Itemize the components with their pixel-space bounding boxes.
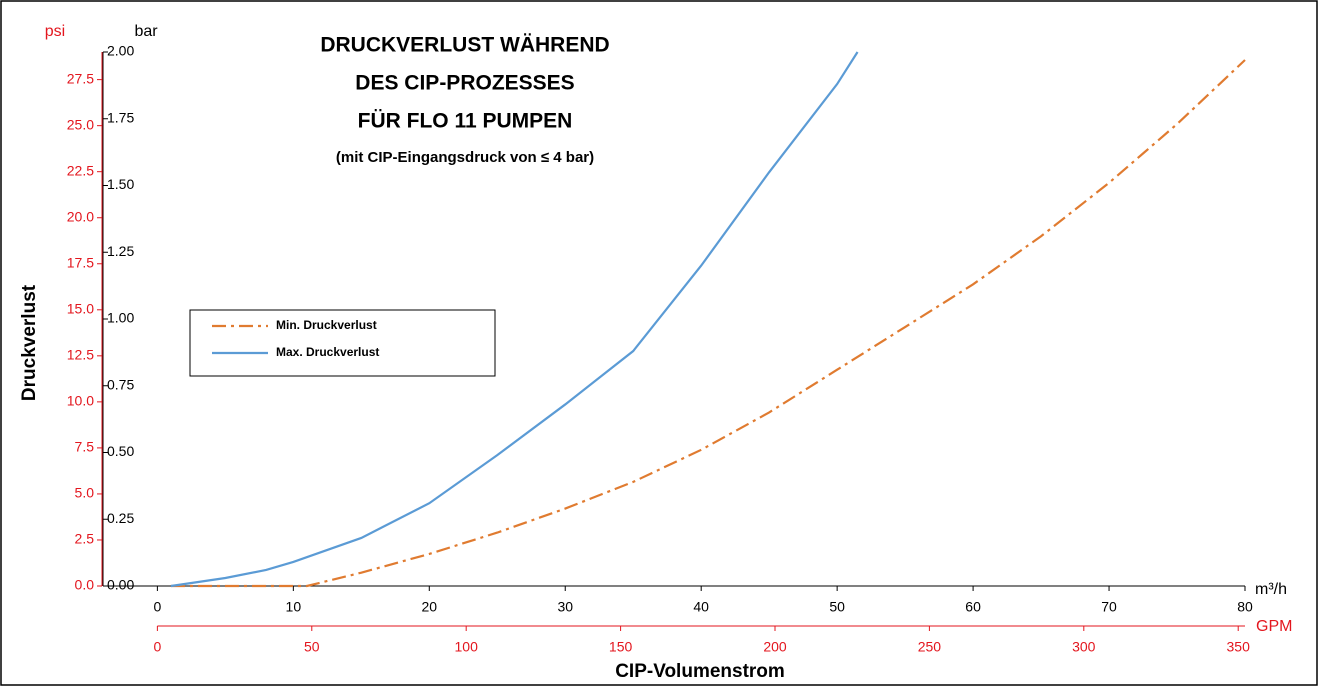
x2-tick-label: 300 xyxy=(1072,639,1096,655)
y-tick-label: 1.25 xyxy=(107,243,134,259)
y-tick-label: 0.75 xyxy=(107,376,134,392)
y2-tick-label: 20.0 xyxy=(67,208,94,224)
line-series xyxy=(170,59,1246,588)
y-tick-label: 0.25 xyxy=(107,510,134,526)
y2-tick-label: 17.5 xyxy=(67,254,94,270)
x-tick-label: 40 xyxy=(693,599,709,615)
chart-title: DRUCKVERLUST WÄHREND xyxy=(320,34,609,57)
y-tick-label: 0.00 xyxy=(107,577,134,593)
legend xyxy=(189,309,496,377)
x-tick-label: 50 xyxy=(829,599,845,615)
y2-tick-label: 22.5 xyxy=(67,162,94,178)
chart-title: FÜR FLO 11 PUMPEN xyxy=(358,110,573,133)
x-tick-label: 80 xyxy=(1237,599,1253,615)
y-tick-label: 1.50 xyxy=(107,176,134,192)
x2-tick-label: 250 xyxy=(918,639,942,655)
x2-unit: GPM xyxy=(1256,618,1292,635)
x2-tick-label: 100 xyxy=(455,639,479,655)
x2-tick-label: 150 xyxy=(609,639,633,655)
x-tick-label: 70 xyxy=(1101,599,1117,615)
x2-tick-label: 350 xyxy=(1227,639,1251,655)
y-tick-label: 2.00 xyxy=(107,43,134,59)
y2-tick-label: 2.5 xyxy=(75,531,95,547)
legend-label: Max. Druckverlust xyxy=(276,345,379,359)
legend-label: Min. Druckverlust xyxy=(276,318,377,332)
x-axis-label: CIP-Volumenstrom xyxy=(615,661,785,682)
x-tick-label: 30 xyxy=(557,599,573,615)
x-tick-label: 60 xyxy=(965,599,981,615)
y-tick-label: 1.75 xyxy=(107,109,134,125)
y2-tick-label: 15.0 xyxy=(67,300,94,316)
x2-tick-label: 50 xyxy=(304,639,320,655)
y-axis-label: Druckverlust xyxy=(19,284,40,401)
y2-tick-label: 5.0 xyxy=(75,485,95,501)
chart-subtitle: (mit CIP-Eingangsdruck von ≤ 4 bar) xyxy=(336,149,594,166)
y2-tick-label: 0.0 xyxy=(75,577,95,593)
x2-tick-label: 0 xyxy=(153,639,161,655)
line-series xyxy=(170,51,859,588)
y2-tick-label: 12.5 xyxy=(67,347,94,363)
x-tick-label: 10 xyxy=(286,599,302,615)
y-tick-label: 1.00 xyxy=(107,310,134,326)
y2-tick-label: 10.0 xyxy=(67,393,94,409)
x-tick-label: 20 xyxy=(421,599,437,615)
chart-title: DES CIP-PROZESSES xyxy=(355,72,574,95)
x2-tick-label: 200 xyxy=(763,639,787,655)
x-tick-label: 0 xyxy=(153,599,161,615)
y2-tick-label: 25.0 xyxy=(67,116,94,132)
x-unit: m³/h xyxy=(1255,581,1287,598)
y2-tick-label: 27.5 xyxy=(67,70,94,86)
y-unit: bar xyxy=(134,23,158,40)
y2-tick-label: 7.5 xyxy=(75,439,95,455)
y-tick-label: 0.50 xyxy=(107,443,134,459)
y2-unit: psi xyxy=(45,23,65,40)
